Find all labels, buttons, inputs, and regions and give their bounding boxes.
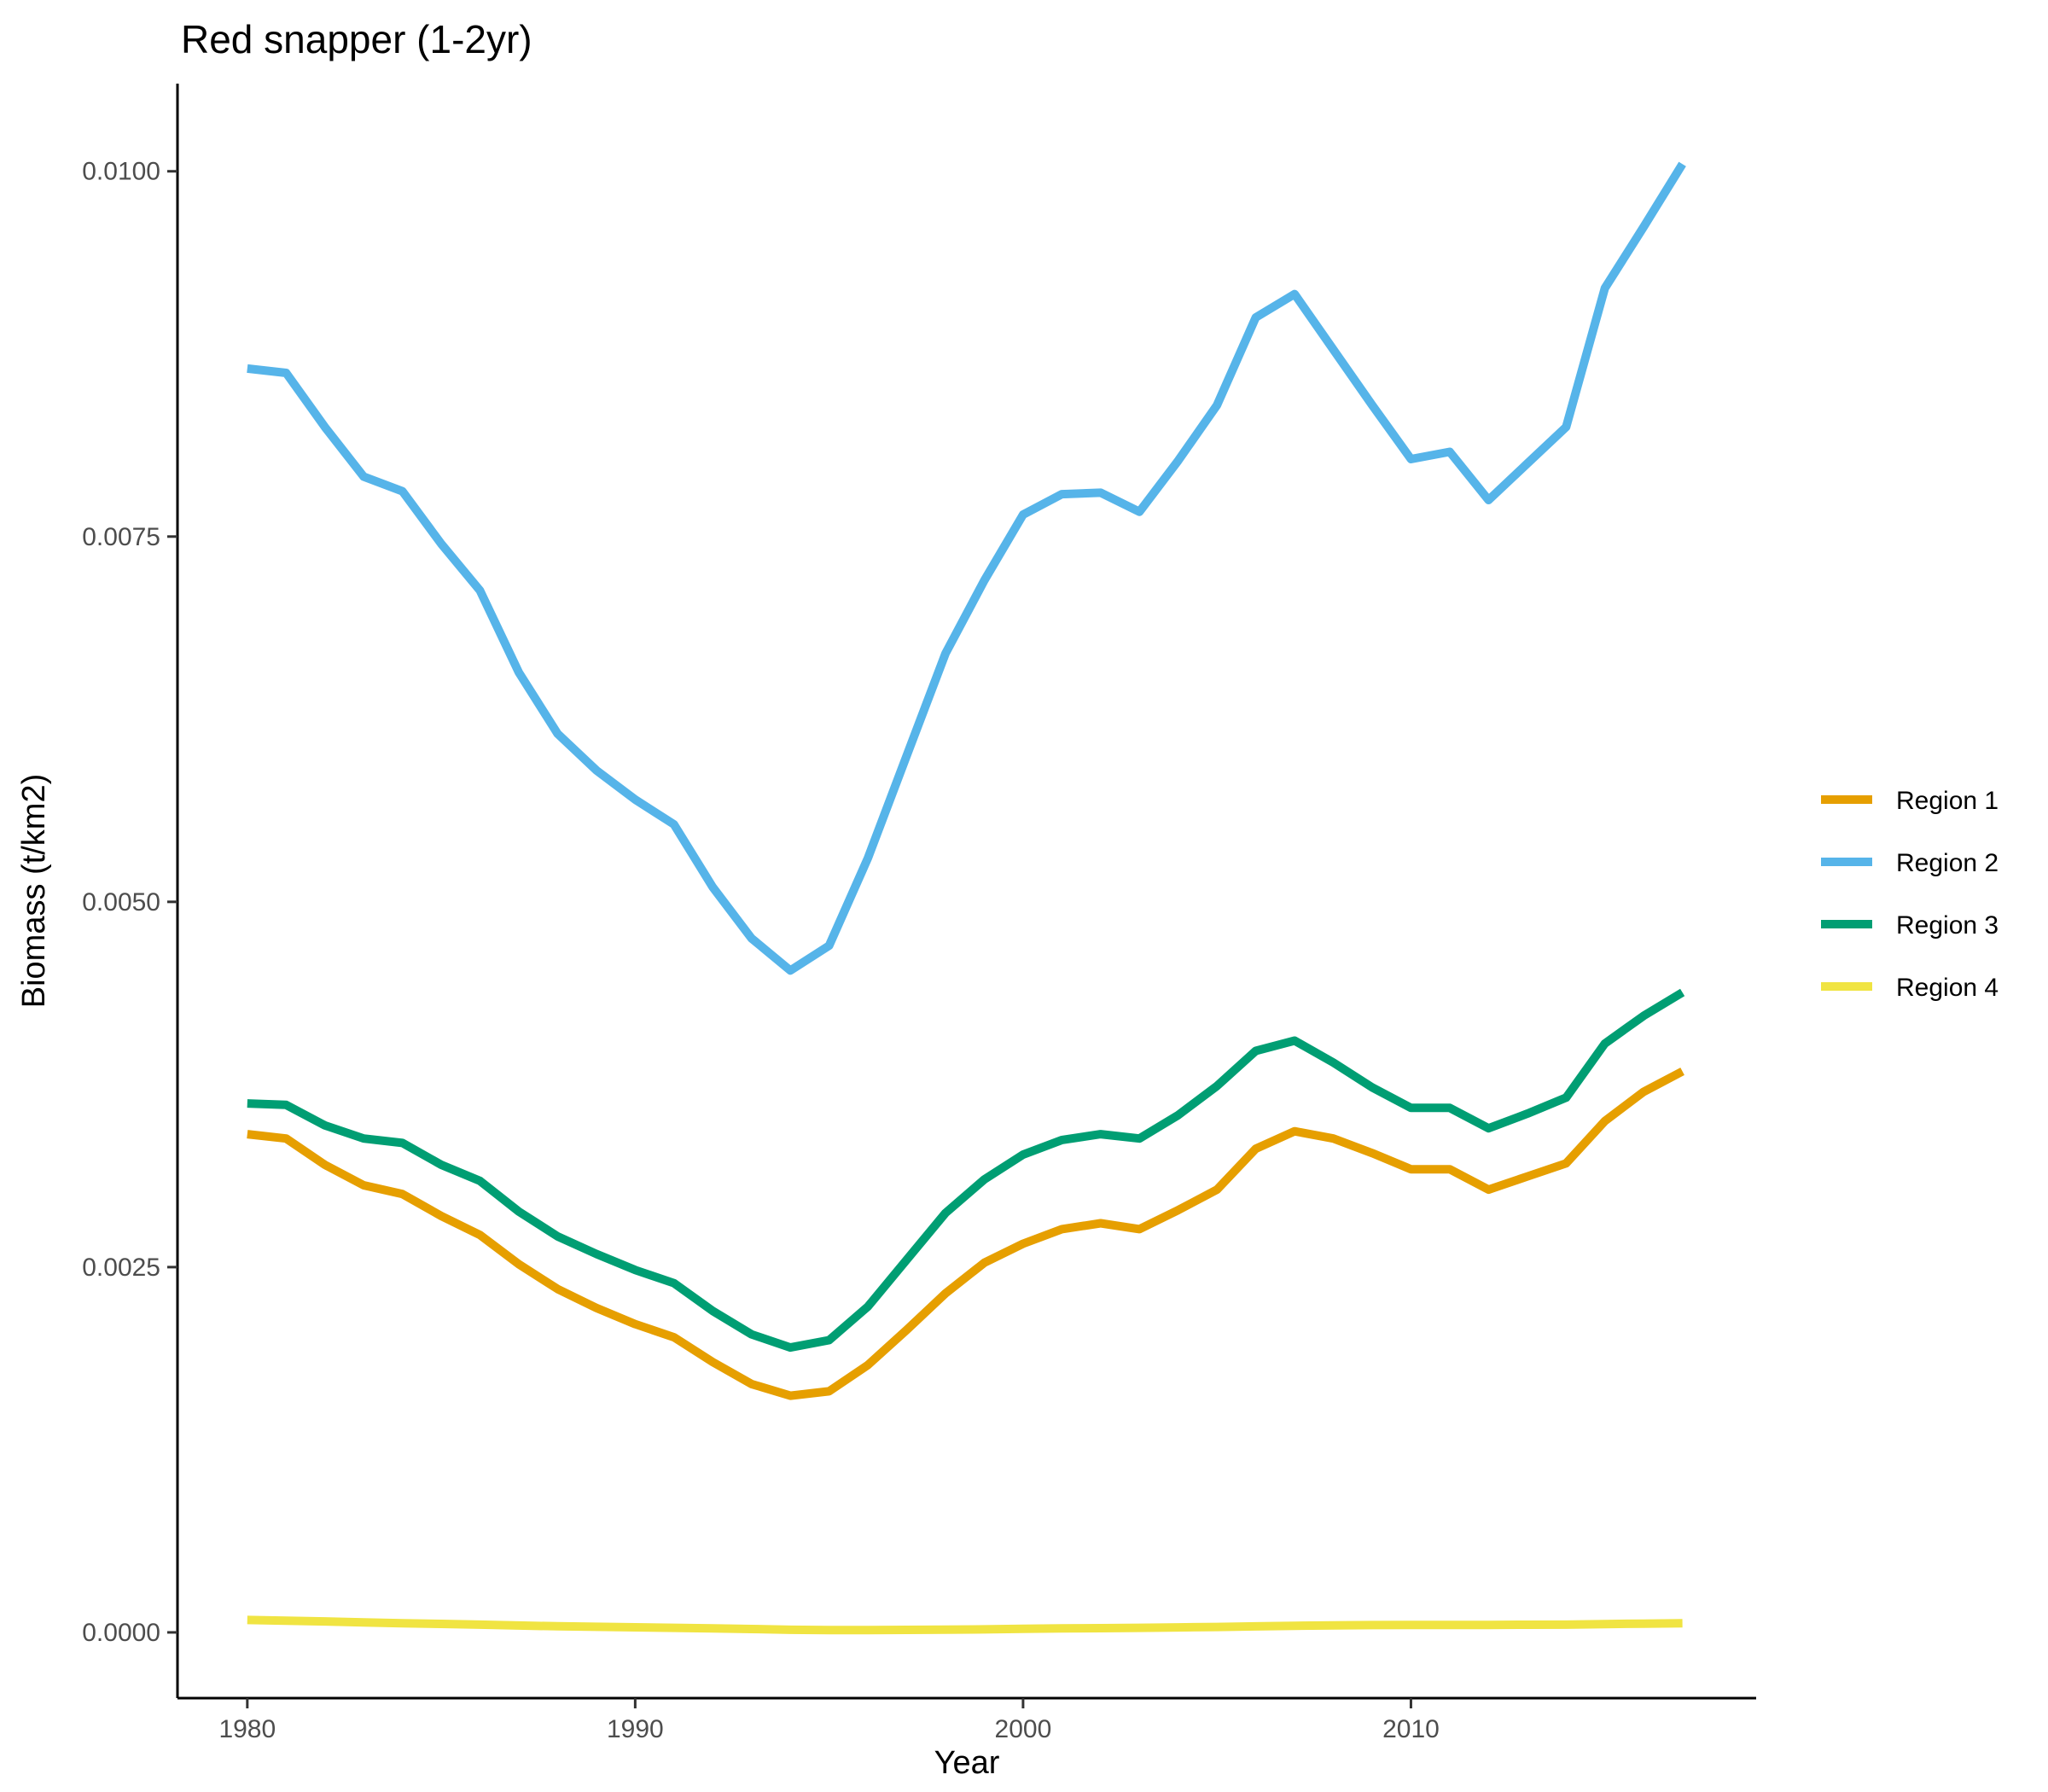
series-line-region-1 bbox=[247, 1068, 1684, 1400]
legend: Region 1 Region 2 Region 3 Region 4 bbox=[1821, 787, 1999, 1002]
y-tick-label: 0.0025 bbox=[82, 1254, 160, 1282]
x-axis-ticks: 1980 1990 2000 2010 bbox=[218, 1698, 1440, 1743]
series-line-region-3 bbox=[247, 988, 1685, 1353]
x-axis-title: Year bbox=[934, 1745, 1000, 1781]
plot-area: 0.0000 0.0025 0.0050 0.0075 0.0100 1980 1990 2… bbox=[82, 84, 1756, 1743]
legend-label-region-4: Region 4 bbox=[1896, 974, 1999, 1002]
chart-title: Red snapper (1-2yr) bbox=[181, 17, 532, 61]
y-tick-label: 0.0075 bbox=[82, 523, 160, 551]
series-line-region-2 bbox=[247, 161, 1686, 975]
series-line-region-4 bbox=[247, 1615, 1683, 1635]
legend-label-region-3: Region 3 bbox=[1896, 911, 1999, 940]
y-tick-label: 0.0100 bbox=[82, 158, 160, 186]
y-tick-label: 0.0050 bbox=[82, 888, 160, 916]
x-tick-label: 2000 bbox=[995, 1715, 1052, 1743]
legend-label-region-1: Region 1 bbox=[1896, 787, 1999, 815]
x-tick-label: 1980 bbox=[218, 1715, 276, 1743]
y-axis-title: Biomass (t/km2) bbox=[16, 774, 52, 1008]
x-tick-label: 2010 bbox=[1382, 1715, 1440, 1743]
x-tick-label: 1990 bbox=[607, 1715, 664, 1743]
y-axis-ticks: 0.0000 0.0025 0.0050 0.0075 0.0100 bbox=[82, 158, 177, 1647]
y-tick-label: 0.0000 bbox=[82, 1619, 160, 1647]
series-lines bbox=[247, 161, 1686, 1635]
legend-label-region-2: Region 2 bbox=[1896, 849, 1999, 877]
